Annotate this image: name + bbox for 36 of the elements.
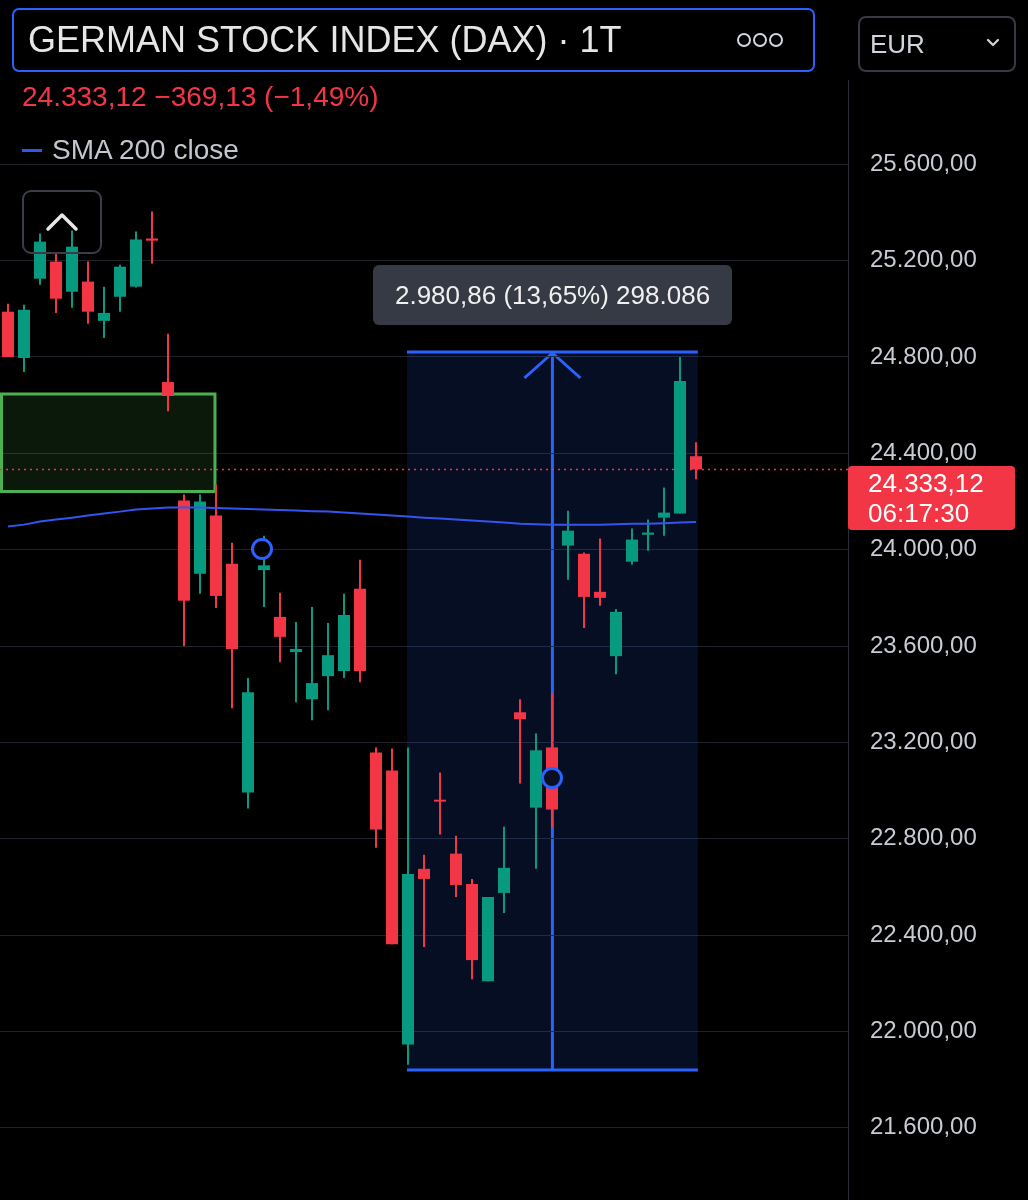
y-tick-label: 24.400,00 <box>870 437 977 465</box>
candlestick <box>322 621 334 712</box>
y-tick-label: 23.200,00 <box>870 726 977 754</box>
chart-title: GERMAN STOCK INDEX (DAX) · 1T <box>28 18 622 62</box>
y-tick-label: 25.200,00 <box>870 245 977 273</box>
ref-line-label: 24.333,12 <box>868 468 985 499</box>
candlestick <box>418 853 430 949</box>
candlestick <box>514 698 526 785</box>
y-tick-label: 22.800,00 <box>870 823 977 851</box>
candlestick <box>306 606 318 722</box>
text: 06:17:30 <box>868 498 971 529</box>
candlestick <box>434 771 446 836</box>
y-tick-label: 25.600,00 <box>870 148 977 176</box>
y-tick-label: 22.400,00 <box>870 919 977 947</box>
symbol-field: GERMAN STOCK INDEX (DAX) · 1T <box>12 8 815 72</box>
candlestick <box>290 620 302 704</box>
y-axis-title: EUR <box>870 28 925 61</box>
chart-subtitle: 24.333,12 −369,13 (−1,49%) <box>22 80 379 114</box>
candlestick <box>658 486 670 537</box>
legend-label: SMA 200 close <box>52 133 239 167</box>
candlestick <box>274 591 286 664</box>
candlestick <box>162 332 174 413</box>
currency-dropdown: EUR <box>858 16 1016 72</box>
candlestick <box>146 210 158 265</box>
candlestick <box>626 527 638 566</box>
candlestick <box>594 537 606 607</box>
candlestick <box>258 534 270 608</box>
y-tick-label: 24.800,00 <box>870 341 977 369</box>
y-tick-label: 24.000,00 <box>870 534 977 562</box>
candlestick <box>642 518 654 552</box>
band-label: 2.980,86 (13,65%) 298.086 <box>372 265 733 326</box>
y-tick-label: 21.600,00 <box>870 1112 977 1140</box>
y-tick-label: 22.000,00 <box>870 1016 977 1044</box>
candlestick <box>562 509 574 581</box>
y-tick-label: 23.600,00 <box>870 630 977 658</box>
candlestick <box>98 285 110 339</box>
